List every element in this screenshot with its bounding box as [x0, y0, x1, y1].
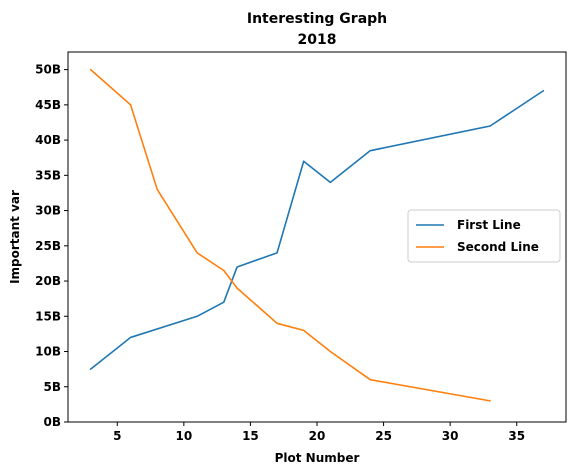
y-tick-label: 0B	[44, 415, 62, 429]
x-tick-label: 25	[375, 429, 392, 443]
legend-label-second-line: Second Line	[457, 240, 539, 254]
y-tick-label: 30B	[35, 204, 61, 218]
y-tick-label: 20B	[35, 274, 61, 288]
x-axis-title: Plot Number	[275, 451, 360, 465]
series-line-first-line	[89, 89, 545, 370]
x-tick-label: 30	[442, 429, 459, 443]
y-tick-label: 45B	[35, 98, 61, 112]
y-tick-label: 25B	[35, 239, 61, 253]
legend-box	[407, 209, 561, 263]
x-tick-label: 20	[309, 429, 326, 443]
y-tick-label: 5B	[44, 380, 62, 394]
chart-title: Interesting Graph	[247, 11, 387, 27]
legend-label-first-line: First Line	[457, 218, 521, 232]
x-tick-label: 10	[175, 429, 192, 443]
y-tick-label: 50B	[35, 63, 61, 77]
x-tick-label: 35	[508, 429, 525, 443]
series-line-second-line	[89, 68, 491, 402]
y-axis-title: Important var	[8, 190, 22, 284]
y-tick-label: 40B	[35, 133, 61, 147]
x-tick-label: 5	[113, 429, 121, 443]
legend: First Line Second Line	[407, 209, 561, 263]
chart-subtitle: 2018	[298, 32, 337, 48]
y-tick-label: 15B	[35, 309, 61, 323]
y-tick-label: 10B	[35, 345, 61, 359]
x-tick-label: 15	[242, 429, 259, 443]
plot-frame	[67, 51, 567, 423]
y-tick-label: 35B	[35, 168, 61, 182]
